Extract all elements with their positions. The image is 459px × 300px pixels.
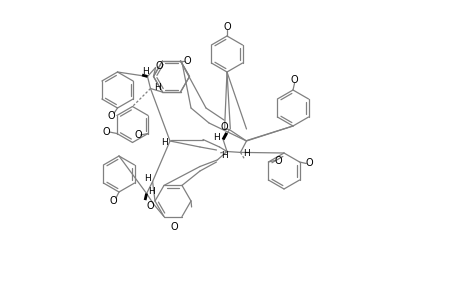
Text: H: H xyxy=(220,152,227,160)
Text: O: O xyxy=(146,201,153,212)
Text: O: O xyxy=(134,130,141,140)
Text: O: O xyxy=(220,122,227,132)
Text: O: O xyxy=(155,61,163,71)
Text: O: O xyxy=(170,221,178,232)
Text: O: O xyxy=(223,22,230,32)
Text: O: O xyxy=(290,75,298,85)
Text: O: O xyxy=(103,127,110,137)
Text: O: O xyxy=(107,111,115,121)
Text: H: H xyxy=(153,82,160,91)
Text: O: O xyxy=(110,196,117,206)
Text: H: H xyxy=(243,149,249,158)
Text: H: H xyxy=(144,174,150,183)
Text: O: O xyxy=(305,158,312,169)
Text: H: H xyxy=(213,134,219,142)
Text: O: O xyxy=(274,155,281,166)
Text: H: H xyxy=(148,187,155,196)
Text: O: O xyxy=(183,56,190,66)
Text: H: H xyxy=(141,67,148,76)
Text: H: H xyxy=(161,138,168,147)
